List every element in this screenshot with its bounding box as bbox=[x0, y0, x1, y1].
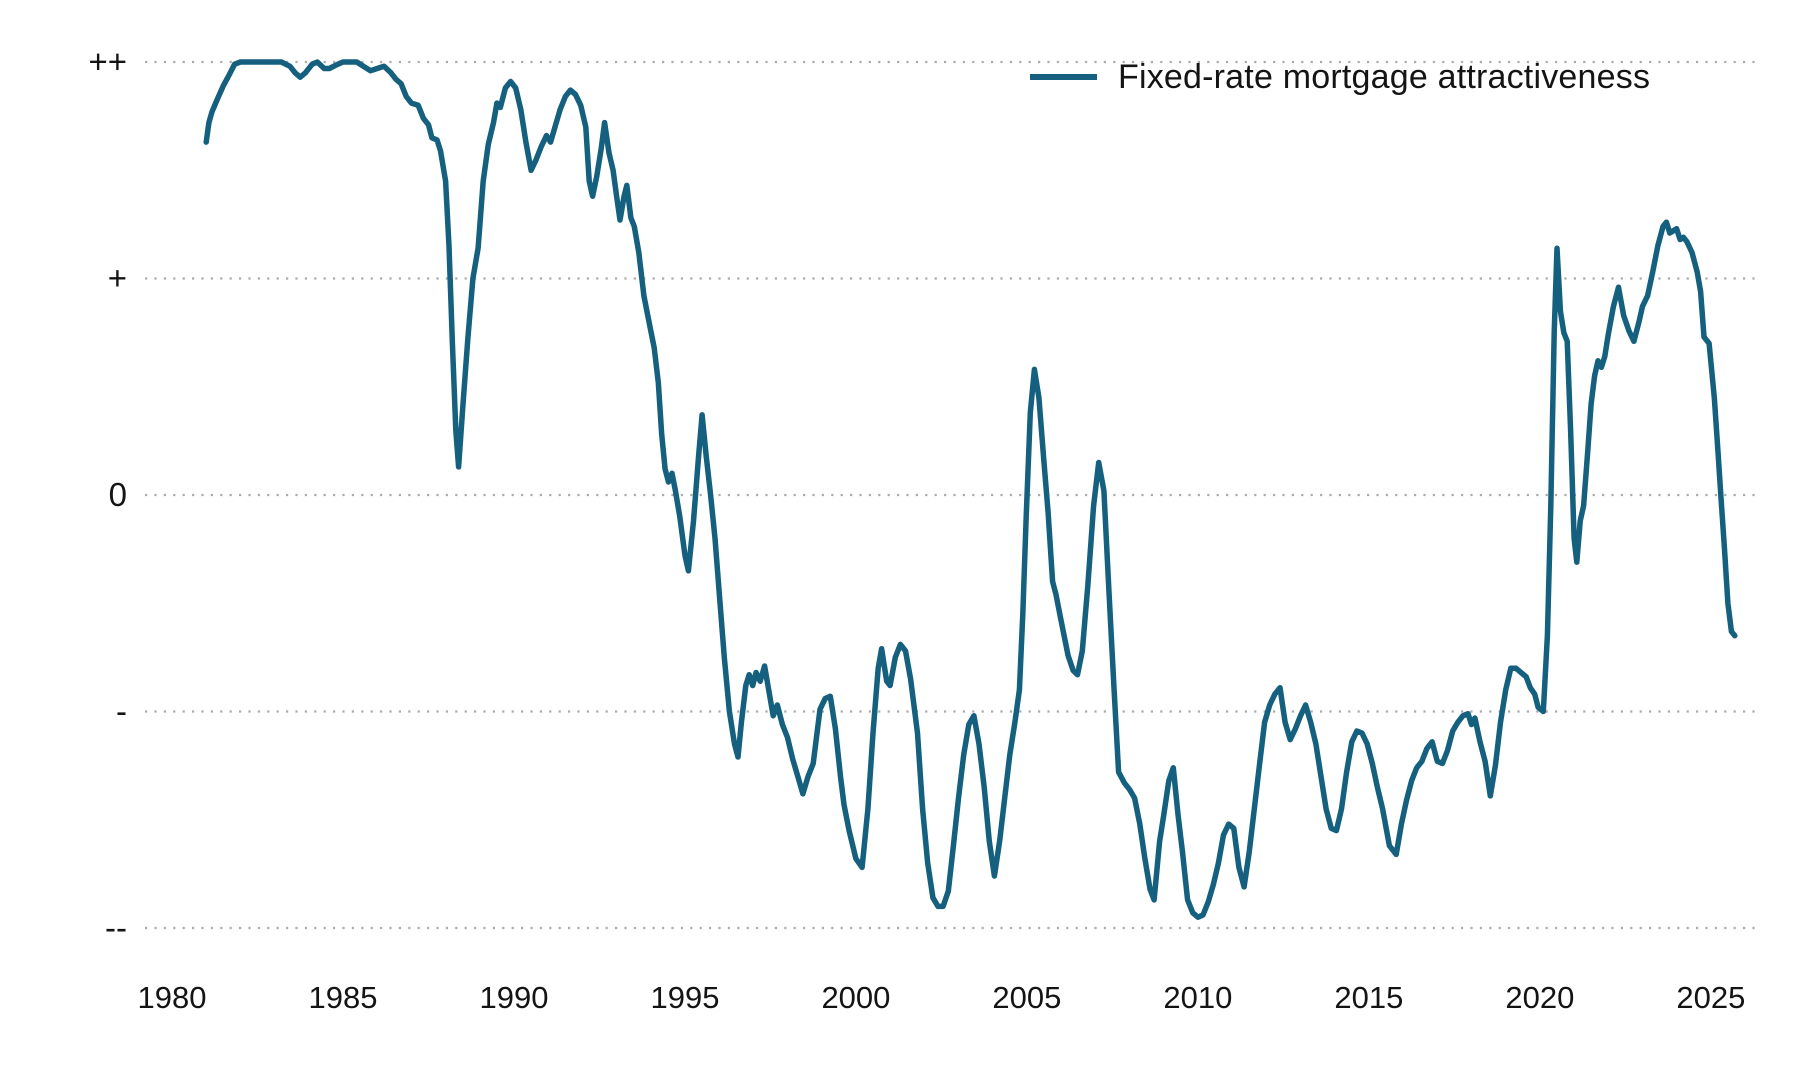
y-tick-label: 0 bbox=[109, 476, 127, 513]
x-tick-label: 2025 bbox=[1676, 980, 1745, 1015]
x-tick-label: 1995 bbox=[650, 980, 719, 1015]
x-tick-label: 2010 bbox=[1163, 980, 1232, 1015]
x-tick-label: 1990 bbox=[479, 980, 548, 1015]
x-tick-label: 1980 bbox=[138, 980, 207, 1015]
y-tick-label: + bbox=[108, 260, 127, 297]
y-tick-label: -- bbox=[105, 909, 127, 946]
chart-legend: Fixed-rate mortgage attractiveness bbox=[1030, 57, 1651, 96]
x-tick-label: 2020 bbox=[1505, 980, 1574, 1015]
y-tick-label: ++ bbox=[88, 43, 127, 80]
chart-line bbox=[203, 59, 1738, 920]
x-tick-label: 1985 bbox=[309, 980, 378, 1015]
x-tick-label: 2005 bbox=[992, 980, 1061, 1015]
x-tick-label: 2015 bbox=[1334, 980, 1403, 1015]
legend-series-label: Fixed-rate mortgage attractiveness bbox=[1118, 57, 1651, 96]
legend-line-swatch bbox=[1030, 74, 1097, 80]
y-tick-label: - bbox=[116, 693, 127, 730]
x-tick-label: 2000 bbox=[821, 980, 890, 1015]
